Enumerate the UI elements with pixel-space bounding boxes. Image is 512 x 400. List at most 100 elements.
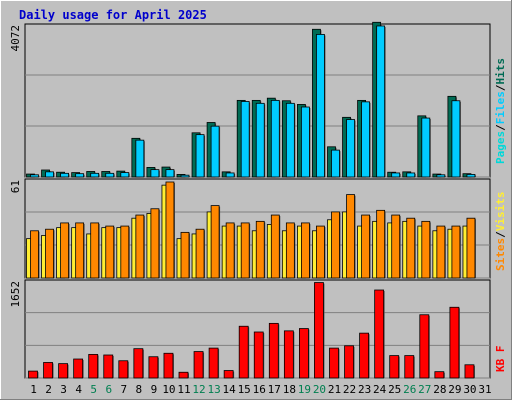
bar-sites — [105, 225, 115, 279]
bar-files — [105, 172, 115, 178]
bar-files — [45, 171, 54, 178]
legend-separator: / — [494, 231, 507, 238]
day-label: 24 — [373, 383, 387, 396]
bar-files — [300, 106, 310, 178]
bar-kbytes — [28, 370, 38, 379]
bar-sites — [376, 209, 386, 279]
bar-files — [195, 134, 205, 178]
bar-kbytes — [73, 358, 84, 379]
bar-kbytes — [193, 351, 204, 379]
day-label: 13 — [207, 383, 220, 396]
bar-sites — [300, 222, 310, 279]
bar-files — [150, 169, 160, 178]
legend-top: Pages/Files/Hits — [494, 58, 507, 164]
bar-sites — [30, 230, 39, 279]
bar-kbytes — [419, 314, 430, 379]
day-label: 27 — [418, 383, 431, 396]
bar-kbytes — [178, 371, 189, 379]
bar-kbytes — [118, 360, 129, 379]
bar-files — [391, 172, 401, 178]
bar-files — [406, 172, 416, 178]
bar-sites — [240, 222, 250, 279]
bar-files — [30, 174, 39, 178]
bar-kbytes — [329, 347, 339, 379]
day-label: 23 — [358, 383, 371, 396]
bar-sites — [285, 222, 295, 279]
legend-sites: Sites — [494, 238, 507, 271]
bar-sites — [180, 231, 190, 279]
bar-files — [75, 173, 85, 178]
legend-kbytes: KB F — [494, 346, 507, 373]
day-label: 29 — [448, 383, 461, 396]
day-label: 3 — [60, 383, 67, 396]
panel-visits-sites — [24, 178, 491, 279]
bar-kbytes — [133, 348, 144, 379]
day-label: 20 — [313, 383, 326, 396]
bar-kbytes — [208, 347, 219, 379]
legend-files: Files — [494, 91, 507, 124]
bar-kbytes — [344, 345, 354, 379]
bar-sites — [195, 228, 205, 279]
bar-kbytes — [268, 322, 279, 379]
bar-files — [421, 117, 431, 178]
bar-files — [165, 169, 175, 178]
bar-kbytes — [389, 355, 400, 379]
bar-kbytes — [253, 331, 264, 379]
bar-kbytes — [58, 363, 68, 379]
bar-files — [120, 172, 130, 178]
day-label: 21 — [328, 383, 341, 396]
bar-kbytes — [238, 325, 249, 379]
bar-kbytes — [223, 370, 234, 379]
legend-bottom: KB F — [494, 346, 507, 373]
panel-hits-files-pages — [24, 21, 491, 178]
bar-sites — [75, 222, 85, 279]
bar-sites — [90, 222, 100, 279]
day-label: 18 — [283, 383, 296, 396]
bar-sites — [421, 220, 431, 279]
day-label: 16 — [253, 383, 266, 396]
bar-sites — [436, 225, 446, 279]
legend-hits: Hits — [494, 58, 507, 85]
bar-files — [135, 139, 145, 178]
bar-files — [270, 99, 280, 178]
day-label: 7 — [120, 383, 127, 396]
bar-kbytes — [103, 354, 114, 379]
bar-sites — [120, 225, 130, 279]
bar-kbytes — [404, 355, 415, 379]
day-label: 30 — [463, 383, 476, 396]
bar-files — [240, 101, 250, 178]
day-label: 9 — [151, 383, 158, 396]
bar-kbytes — [88, 354, 99, 379]
bar-sites — [361, 214, 371, 279]
day-label: 2 — [45, 383, 52, 396]
bar-sites — [165, 181, 175, 279]
day-label: 26 — [403, 383, 416, 396]
legend-visits: Visits — [494, 192, 507, 232]
bar-files — [436, 174, 446, 178]
y-max-label-bottom: 1652 — [9, 281, 22, 308]
chart-title: Daily usage for April 2025 — [19, 8, 207, 22]
bar-sites — [225, 222, 235, 279]
bar-sites — [270, 214, 280, 279]
bar-files — [376, 25, 386, 178]
bar-files — [90, 172, 100, 178]
bar-files — [225, 172, 235, 178]
day-label: 19 — [298, 383, 311, 396]
bar-sites — [316, 225, 325, 279]
bar-kbytes — [374, 289, 385, 379]
bar-files — [451, 100, 461, 178]
legend-separator: / — [494, 124, 507, 131]
legend-pages: Pages — [494, 131, 507, 164]
day-label: 6 — [105, 383, 112, 396]
bar-sites — [346, 194, 355, 279]
bar-sites — [60, 222, 69, 279]
bar-files — [346, 119, 355, 178]
day-label: 31 — [478, 383, 491, 396]
bar-sites — [255, 220, 265, 279]
day-label: 17 — [268, 383, 281, 396]
y-max-label-middle: 61 — [9, 180, 22, 193]
bar-sites — [150, 208, 160, 279]
bar-sites — [210, 205, 220, 279]
bar-kbytes — [283, 330, 294, 379]
